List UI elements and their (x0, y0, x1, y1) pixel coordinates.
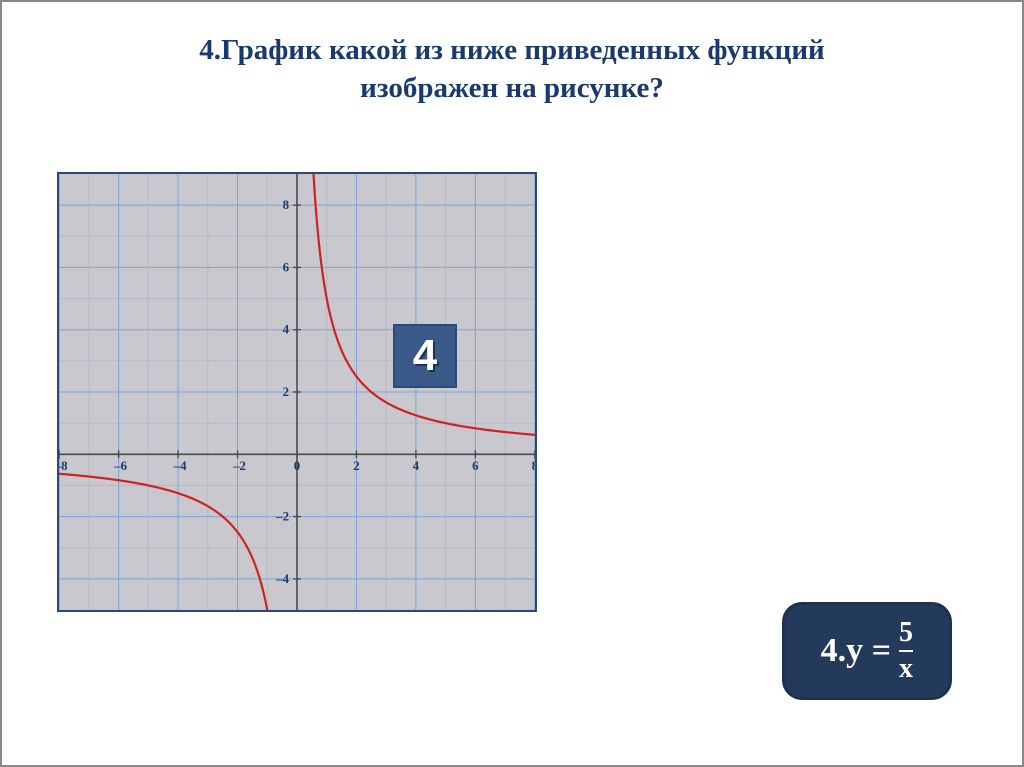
svg-text:2: 2 (283, 385, 289, 399)
badge-number: 4 (413, 331, 437, 381)
svg-text:4: 4 (283, 323, 290, 337)
svg-text:–2: –2 (275, 510, 289, 524)
svg-text:–4: –4 (275, 572, 289, 586)
title-line-2: изображен на рисунке? (360, 72, 664, 104)
svg-text:6: 6 (472, 459, 479, 473)
answer-badge: 4 (393, 324, 457, 388)
title-line-1: 4.График какой из ниже приведенных функц… (199, 34, 825, 66)
svg-text:8: 8 (532, 459, 535, 473)
fraction-numerator: 5 (899, 619, 913, 648)
question-title: 4.График какой из ниже приведенных функц… (2, 2, 1022, 107)
svg-text:–4: –4 (173, 459, 187, 473)
svg-text:6: 6 (283, 260, 290, 274)
svg-text:–2: –2 (232, 459, 246, 473)
svg-text:8: 8 (283, 198, 290, 212)
svg-text:0: 0 (294, 459, 300, 473)
answer-box: 4.y = 5 x (782, 602, 952, 700)
svg-text:4: 4 (413, 459, 420, 473)
answer-fraction: 5 x (899, 619, 913, 683)
fraction-bar (899, 650, 913, 652)
svg-text:–6: –6 (113, 459, 127, 473)
answer-prefix: 4.y = (821, 632, 891, 670)
svg-text:2: 2 (353, 459, 359, 473)
svg-text:–8: –8 (59, 459, 68, 473)
chart-area: –8 –6 –4 –2 0 2 4 6 8 –4 –2 2 4 6 8 4 (57, 172, 537, 612)
chart-svg: –8 –6 –4 –2 0 2 4 6 8 –4 –2 2 4 6 8 (59, 174, 535, 610)
fraction-denominator: x (899, 654, 913, 683)
